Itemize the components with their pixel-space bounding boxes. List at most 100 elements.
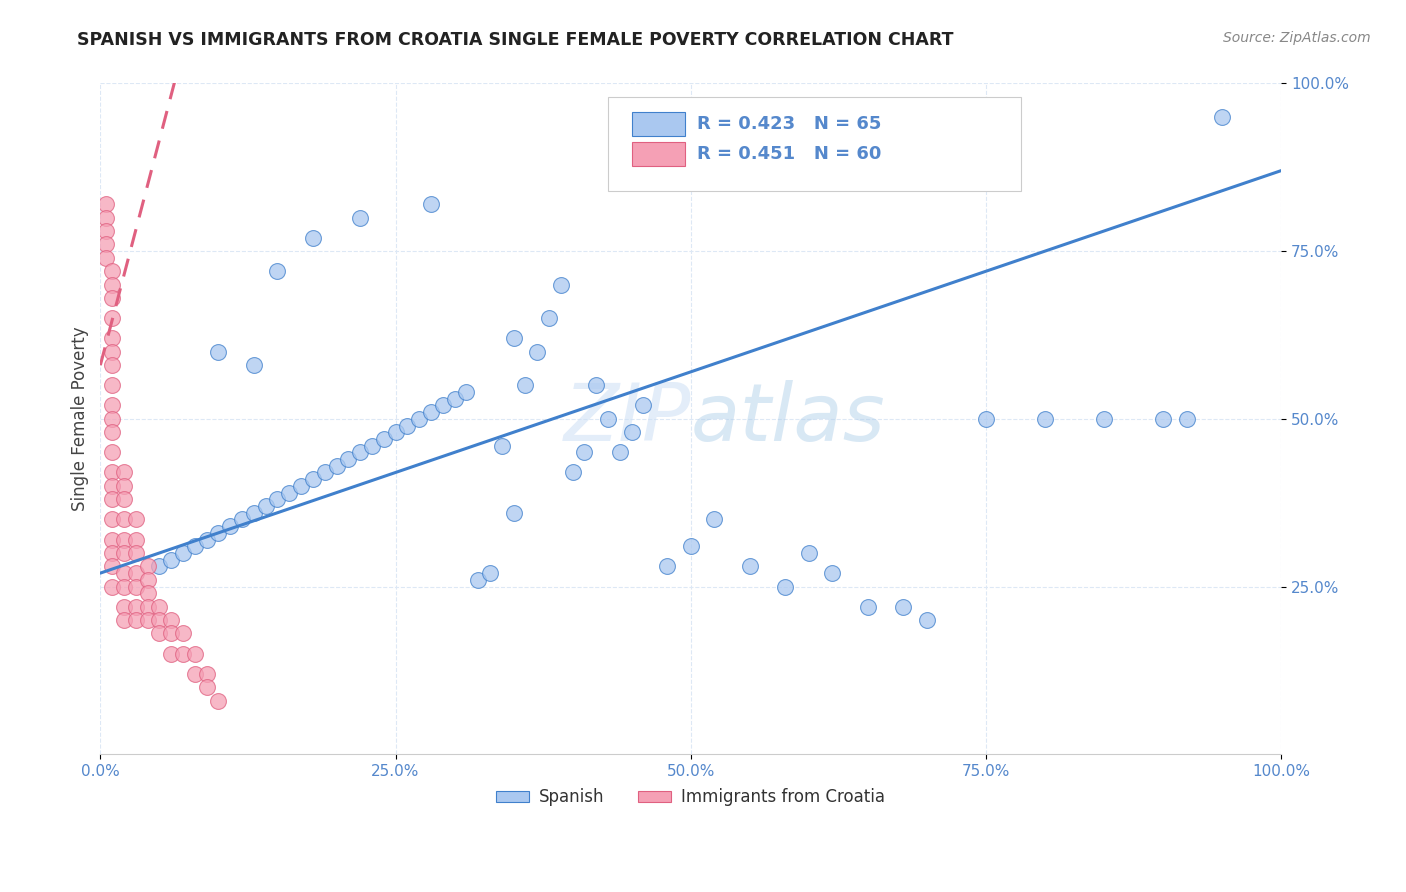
Point [136,613,159,627]
Point [148,599,170,614]
Point [679,539,702,553]
Point [96,224,118,238]
Point [101,492,124,507]
Point [515,378,537,392]
Point [1152,412,1174,426]
Point [172,626,194,640]
Point [325,458,347,473]
Point [125,512,148,526]
Point [219,519,242,533]
Point [243,358,266,372]
Point [456,384,478,399]
Y-axis label: Single Female Poverty: Single Female Poverty [72,326,89,511]
Point [1033,412,1056,426]
Point [112,479,135,493]
Point [467,573,489,587]
Point [314,466,336,480]
Point [561,466,583,480]
Point [655,559,678,574]
Point [491,439,513,453]
Point [101,358,124,372]
Point [1092,412,1115,426]
Point [148,613,170,627]
Point [856,599,879,614]
Point [136,573,159,587]
Point [502,506,524,520]
Point [915,613,938,627]
Point [101,311,124,326]
Point [160,552,183,566]
Point [160,647,183,661]
Point [974,412,997,426]
Point [821,566,844,580]
Point [502,331,524,345]
Point [172,546,194,560]
Point [349,211,371,225]
Point [112,466,135,480]
Point [349,445,371,459]
Point [112,566,135,580]
Point [101,533,124,547]
Point [101,546,124,560]
Point [160,626,183,640]
Bar [631,112,685,136]
Point [101,445,124,459]
Point [585,378,607,392]
Point [112,599,135,614]
Point [773,580,796,594]
Point [112,512,135,526]
Point [1211,110,1233,124]
Point [243,506,266,520]
Point [361,439,384,453]
Point [797,546,820,560]
Legend: Spanish, Immigrants from Croatia: Spanish, Immigrants from Croatia [489,781,893,813]
Point [207,525,229,540]
Point [112,492,135,507]
Point [172,647,194,661]
Point [184,647,207,661]
Text: SPANISH VS IMMIGRANTS FROM CROATIA SINGLE FEMALE POVERTY CORRELATION CHART: SPANISH VS IMMIGRANTS FROM CROATIA SINGL… [77,31,953,49]
Text: Source: ZipAtlas.com: Source: ZipAtlas.com [1223,31,1371,45]
Point [738,559,761,574]
Point [112,580,135,594]
Point [160,613,183,627]
Point [1175,412,1198,426]
Point [112,533,135,547]
Point [184,666,207,681]
Point [136,586,159,600]
Point [443,392,465,406]
Point [125,533,148,547]
Text: R = 0.451   N = 60: R = 0.451 N = 60 [696,145,882,163]
Point [125,613,148,627]
Point [420,197,443,211]
Point [384,425,406,440]
Bar [631,142,685,166]
Point [620,425,643,440]
Point [112,546,135,560]
Point [101,277,124,292]
Point [396,418,419,433]
Point [891,599,914,614]
Text: ZIP: ZIP [564,380,690,458]
Point [479,566,502,580]
Point [302,230,325,244]
Point [125,580,148,594]
Point [290,479,312,493]
Point [101,264,124,278]
Point [574,445,596,459]
Point [96,237,118,252]
Point [337,452,360,467]
Point [609,445,631,459]
Point [231,512,253,526]
Point [537,311,560,326]
Point [136,559,159,574]
Point [550,277,572,292]
Point [136,599,159,614]
Point [112,613,135,627]
Point [254,499,277,513]
Point [101,425,124,440]
Point [195,533,218,547]
Point [408,412,430,426]
Point [302,472,325,486]
Point [96,211,118,225]
